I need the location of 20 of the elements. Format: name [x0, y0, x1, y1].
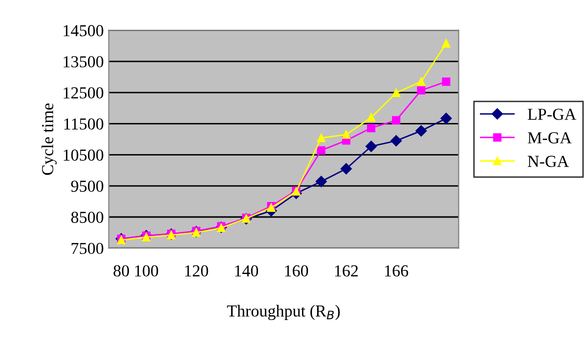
- y-tick-label: 10500: [64, 149, 104, 161]
- legend-label: N-GA: [528, 156, 569, 167]
- x-tick-label: 140: [235, 265, 258, 277]
- y-tick-label: 12500: [64, 87, 104, 99]
- y-tick-label: 7500: [72, 242, 104, 254]
- x-axis-title: Throughput (R$_{B}$): [227, 304, 340, 320]
- y-tick-label: 11500: [64, 118, 104, 130]
- x-tick-label: 162: [335, 265, 358, 277]
- y-tick-label: 14500: [64, 25, 104, 36]
- x-tick-label: 160: [285, 265, 308, 277]
- x-tick-label: 100: [135, 265, 158, 277]
- x-tick-label: 120: [185, 265, 208, 277]
- y-tick-label: 13500: [64, 56, 104, 68]
- y-axis-title: Cycle time: [42, 103, 57, 175]
- y-tick-label: 9500: [71, 180, 104, 192]
- legend-label: LP-GA: [528, 108, 576, 120]
- legend-label: M-GA: [528, 132, 572, 144]
- y-tick-label: 8500: [71, 212, 104, 223]
- x-tick-label: 166: [385, 265, 408, 277]
- x-tick-label: 80: [114, 265, 129, 277]
